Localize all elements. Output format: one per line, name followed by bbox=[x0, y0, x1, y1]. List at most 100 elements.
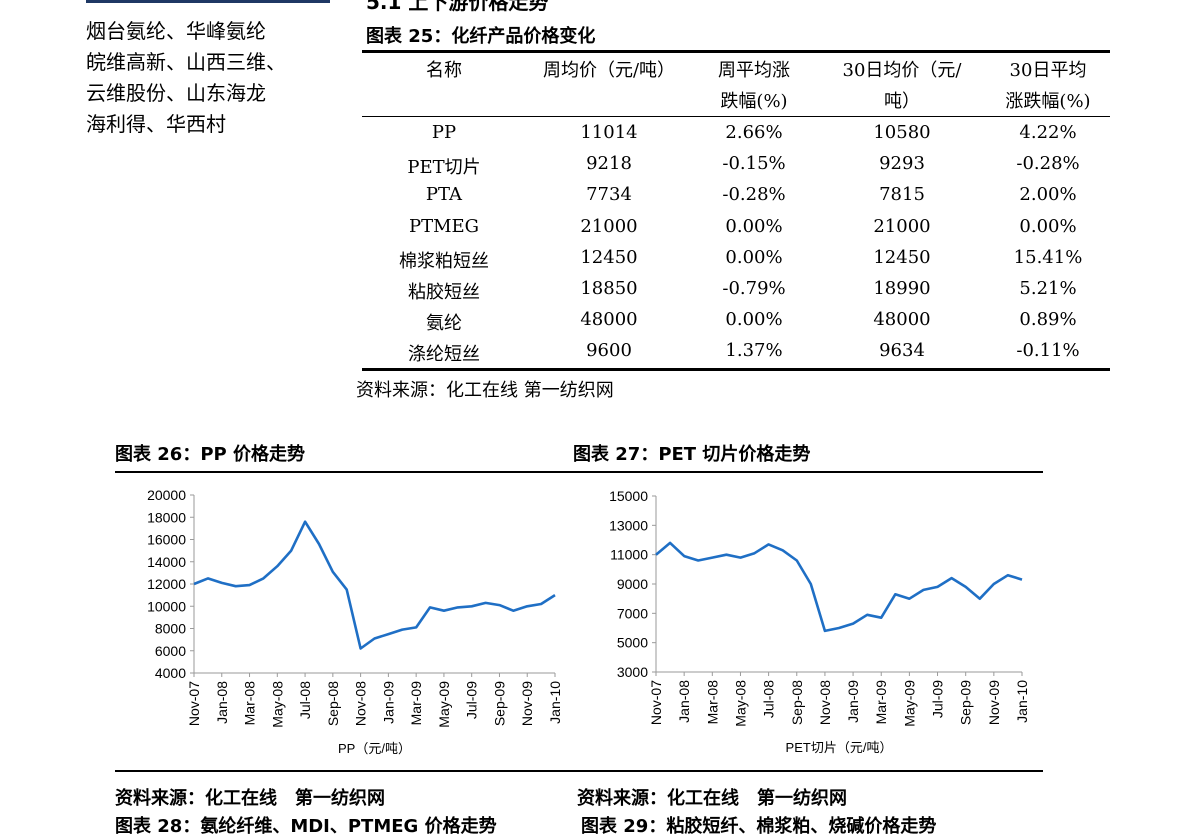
table-cell: 12450 bbox=[580, 246, 638, 268]
table-cell: 5.21% bbox=[1019, 278, 1077, 299]
table-cell: 48000 bbox=[580, 309, 638, 331]
chart-left-top-rule bbox=[115, 471, 577, 473]
y-tick-label: 10000 bbox=[147, 598, 186, 614]
table-cell: 21000 bbox=[873, 215, 931, 237]
x-tick-label: Nov-07 bbox=[648, 680, 664, 725]
table-source: 资料来源：化工在线 第一纺织网 bbox=[356, 380, 614, 401]
table-cell: 9293 bbox=[879, 153, 925, 175]
y-tick-label: 14000 bbox=[147, 554, 186, 570]
sidebar-company-line: 云维股份、山东海龙 bbox=[86, 81, 266, 105]
table-header-cell: 周均价（元/吨） bbox=[542, 60, 676, 81]
y-tick-label: 20000 bbox=[147, 487, 186, 503]
table-cell: 15.41% bbox=[1013, 246, 1083, 268]
table-top-rule bbox=[362, 50, 1110, 53]
y-tick-label: 7000 bbox=[617, 605, 648, 621]
table-header-cell: 名称 bbox=[426, 60, 462, 81]
next-figure-title-right: 图表 29：粘胶短纤、棉浆粕、烧碱价格走势 bbox=[581, 816, 937, 837]
chart-right-top-rule bbox=[573, 471, 1043, 473]
y-tick-label: 6000 bbox=[155, 643, 186, 659]
table-row-name: PTMEG bbox=[408, 215, 480, 237]
table-header-cell: 30日均价（元/ bbox=[842, 60, 962, 81]
chart-right-bottom-rule bbox=[573, 770, 1043, 772]
table-bottom-rule bbox=[362, 368, 1110, 371]
x-tick-label: Jan-10 bbox=[1014, 680, 1030, 723]
chart-left-bottom-rule bbox=[115, 770, 577, 772]
x-tick-label: May-09 bbox=[436, 681, 452, 728]
table-cell: 0.89% bbox=[1019, 309, 1077, 331]
table-header-rule bbox=[362, 116, 1110, 117]
y-tick-label: 15000 bbox=[609, 488, 648, 504]
table-row-name: 涤纶短丝 bbox=[408, 344, 480, 366]
x-tick-label: Nov-07 bbox=[186, 681, 202, 726]
table-cell: 18990 bbox=[873, 278, 931, 299]
x-axis-label: PP（元/吨） bbox=[338, 741, 411, 756]
table-cell: 0.00% bbox=[725, 309, 783, 331]
table-cell: 2.66% bbox=[725, 122, 783, 143]
table-header-cell: 涨跌幅(%) bbox=[1005, 91, 1091, 112]
x-tick-label: Sep-09 bbox=[491, 681, 507, 726]
table-cell: -0.79% bbox=[722, 278, 786, 299]
table-row-name: 粘胶短丝 bbox=[408, 282, 480, 303]
x-tick-label: Jul-09 bbox=[464, 681, 480, 719]
table-cell: 9600 bbox=[586, 340, 632, 362]
x-tick-label: Jan-08 bbox=[214, 681, 230, 724]
table-cell: 11014 bbox=[580, 122, 638, 143]
table-cell: 7734 bbox=[586, 184, 632, 206]
table-row-name: PP bbox=[431, 122, 457, 143]
x-tick-label: Nov-09 bbox=[519, 681, 535, 726]
x-tick-label: Jan-10 bbox=[547, 681, 563, 724]
y-tick-label: 16000 bbox=[147, 532, 186, 548]
pp-price-chart: 20000 18000 16000 14000 12000 10000 8000 6000 40… bbox=[147, 487, 563, 756]
table-cell: 9218 bbox=[586, 153, 632, 175]
table-cell: 12450 bbox=[873, 246, 931, 268]
x-tick-label: May-08 bbox=[269, 681, 285, 728]
table-row-name: 棉浆粕短丝 bbox=[399, 250, 489, 272]
x-tick-label: Nov-08 bbox=[353, 681, 369, 726]
x-tick-label: Mar-08 bbox=[704, 680, 720, 725]
x-tick-label: May-08 bbox=[732, 680, 748, 727]
x-tick-label: Jan-09 bbox=[845, 680, 861, 723]
table-cell: 7815 bbox=[879, 184, 925, 206]
table-cell: 18850 bbox=[580, 278, 638, 299]
table-cell: 10580 bbox=[873, 122, 931, 143]
x-tick-label: Nov-08 bbox=[817, 680, 833, 725]
x-tick-label: Jan-09 bbox=[380, 681, 396, 724]
x-tick-label: May-09 bbox=[901, 680, 917, 727]
table-header-cell: 周平均涨 bbox=[718, 60, 790, 81]
y-tick-label: 18000 bbox=[147, 509, 186, 525]
table-header-cell: 跌幅(%) bbox=[720, 91, 788, 112]
x-axis-label: PET切片（元/吨） bbox=[786, 740, 893, 755]
table-cell: -0.28% bbox=[722, 184, 786, 206]
table-header-cell: 30日平均 bbox=[1009, 60, 1087, 81]
sidebar-company-line: 海利得、华西村 bbox=[86, 112, 226, 136]
table-row-name: 氨纶 bbox=[426, 313, 462, 335]
x-tick-label: Mar-09 bbox=[873, 680, 889, 725]
x-tick-label: Sep-08 bbox=[789, 680, 805, 725]
y-tick-label: 8000 bbox=[155, 621, 186, 637]
series-line bbox=[655, 541, 1023, 633]
y-tick-label: 11000 bbox=[610, 547, 648, 563]
chart-right-title: 图表 27：PET 切片价格走势 bbox=[573, 444, 811, 465]
y-tick-label: 4000 bbox=[155, 665, 186, 681]
x-tick-label: Jan-08 bbox=[676, 680, 692, 723]
x-tick-label: Jul-08 bbox=[297, 681, 313, 719]
sidebar-company-line: 烟台氨纶、华峰氨纶 bbox=[86, 19, 266, 43]
sidebar-company-line: 皖维高新、山西三维、 bbox=[86, 50, 286, 74]
table-cell: 0.00% bbox=[1019, 215, 1077, 237]
chart-left-source: 资料来源：化工在线 第一纺织网 bbox=[115, 788, 385, 809]
table-cell: 48000 bbox=[873, 309, 931, 331]
x-tick-label: Sep-09 bbox=[958, 680, 974, 725]
x-tick-label: Jul-08 bbox=[761, 680, 777, 718]
table-cell: -0.15% bbox=[722, 153, 786, 175]
y-tick-label: 12000 bbox=[147, 576, 186, 592]
x-tick-label: Mar-09 bbox=[408, 681, 424, 726]
table-cell: 0.00% bbox=[725, 215, 783, 237]
chart-right-source: 资料来源：化工在线 第一纺织网 bbox=[577, 788, 847, 809]
table-cell: -0.11% bbox=[1016, 340, 1080, 362]
table-cell: 4.22% bbox=[1019, 122, 1077, 143]
series-line bbox=[193, 520, 556, 650]
x-tick-label: Jul-09 bbox=[930, 680, 946, 718]
section-heading: 5.1 上下游价格走势 bbox=[366, 0, 549, 14]
table-row-name: PTA bbox=[425, 184, 463, 206]
